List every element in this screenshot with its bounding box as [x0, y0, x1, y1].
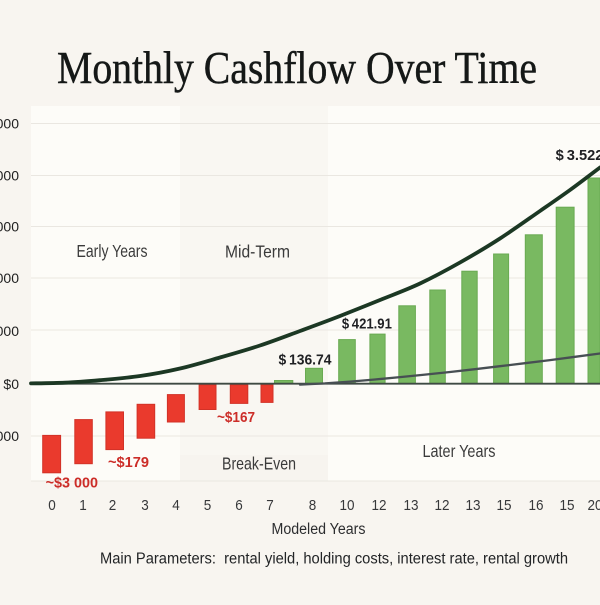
svg-text:16: 16 — [529, 497, 544, 514]
svg-text:Main Parameters: rental yield: Main Parameters: rental yield, holding c… — [100, 551, 568, 568]
svg-text:13: 13 — [466, 497, 481, 514]
svg-text:$ 3.522.9: $ 3.522.9 — [556, 148, 600, 164]
svg-text:6: 6 — [235, 497, 243, 514]
svg-text:7: 7 — [266, 497, 274, 514]
svg-text:~$179: ~$179 — [108, 454, 149, 471]
svg-text:~$3 000: ~$3 000 — [46, 475, 98, 492]
svg-text:Modeled Years: Modeled Years — [272, 521, 366, 538]
svg-text:$0: $0 — [3, 376, 19, 392]
svg-text:$1 000: $1 000 — [0, 323, 19, 339]
svg-text:13: 13 — [404, 497, 419, 514]
svg-text:15: 15 — [497, 497, 512, 514]
svg-text:1: 1 — [79, 497, 87, 514]
svg-text:10: 10 — [340, 497, 355, 514]
svg-text:$4 000: $4 000 — [0, 168, 19, 184]
svg-text:~$167: ~$167 — [217, 409, 255, 426]
svg-text:2: 2 — [109, 497, 117, 514]
svg-text:12: 12 — [372, 497, 387, 514]
svg-text:$ 421.91: $ 421.91 — [342, 317, 392, 333]
svg-text:8: 8 — [309, 497, 317, 514]
svg-text:12: 12 — [435, 497, 450, 514]
svg-text:Early Years: Early Years — [77, 241, 148, 261]
svg-text:$3 000: $3 000 — [0, 219, 19, 235]
svg-text:Monthly Cashflow Over Time: Monthly Cashflow Over Time — [57, 42, 537, 93]
svg-text:4: 4 — [172, 497, 180, 514]
svg-text:20: 20 — [588, 497, 600, 514]
svg-text:$ 136.74: $ 136.74 — [279, 353, 332, 369]
svg-text:$2 000: $2 000 — [0, 270, 19, 286]
svg-text:Break-Even: Break-Even — [222, 454, 296, 474]
svg-text:Mid-Term: Mid-Term — [225, 242, 290, 262]
svg-text:$5 000: $5 000 — [0, 116, 19, 132]
svg-text:3: 3 — [141, 497, 149, 514]
svg-text:-$1 000: -$1 000 — [0, 428, 19, 444]
svg-text:5: 5 — [204, 497, 212, 514]
svg-text:0: 0 — [48, 497, 56, 514]
svg-text:Later Years: Later Years — [423, 441, 496, 461]
svg-text:15: 15 — [560, 497, 575, 514]
